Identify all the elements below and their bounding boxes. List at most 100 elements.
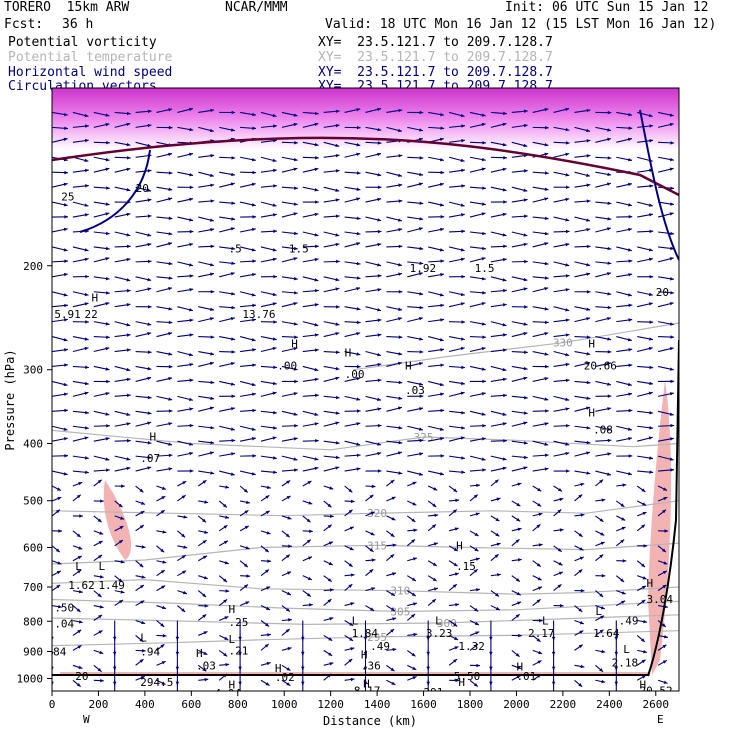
circulation-vector	[490, 573, 501, 577]
circulation-vector	[52, 336, 68, 342]
circulation-vector	[595, 407, 612, 412]
circulation-vector	[177, 152, 194, 158]
circulation-vector	[93, 257, 110, 263]
circulation-vector	[219, 336, 236, 341]
circulation-vector	[407, 156, 424, 160]
pv-extremum-label: 1.5	[475, 262, 495, 275]
y-tick-label: 300	[23, 364, 43, 377]
circulation-vector	[72, 111, 89, 118]
circulation-vector	[595, 470, 612, 476]
circulation-vector	[469, 468, 486, 472]
circulation-vector	[198, 604, 209, 608]
circulation-vector	[281, 231, 298, 236]
circulation-vector	[407, 380, 424, 386]
circulation-vector	[449, 168, 466, 173]
circulation-vector	[448, 111, 465, 118]
circulation-vector	[302, 455, 319, 461]
circulation-vector	[72, 514, 83, 518]
circulation-vector	[72, 246, 89, 252]
theta-contour-310	[52, 578, 679, 595]
circulation-vector	[198, 440, 215, 445]
circulation-vector	[135, 376, 152, 382]
pv-contour-tropopause	[52, 136, 679, 197]
circulation-vector	[657, 212, 674, 218]
circulation-vector	[448, 583, 458, 592]
circulation-vector	[197, 515, 207, 523]
circulation-vector	[574, 569, 583, 577]
circulation-vector	[427, 575, 437, 582]
circulation-vector	[365, 484, 376, 489]
circulation-vector	[427, 680, 429, 691]
circulation-vector	[323, 617, 334, 622]
circulation-vector	[281, 141, 298, 145]
circulation-vector	[657, 257, 674, 263]
circulation-vector	[511, 365, 528, 371]
circulation-vector	[93, 212, 110, 218]
circulation-vector	[260, 510, 270, 517]
circulation-vector	[511, 664, 522, 670]
circulation-vector	[448, 485, 458, 493]
circulation-vector	[657, 347, 674, 353]
circulation-vector	[114, 438, 131, 443]
circulation-vector	[532, 635, 541, 643]
circulation-vector	[72, 138, 89, 143]
circulation-vector	[156, 530, 167, 534]
circulation-vector	[657, 455, 674, 461]
circulation-vector	[553, 528, 564, 532]
circulation-vector	[281, 618, 292, 622]
circulation-vector	[135, 440, 152, 445]
circulation-vector	[218, 599, 228, 606]
circulation-vector	[532, 306, 549, 311]
circulation-vector	[574, 126, 591, 133]
circulation-vector	[219, 216, 236, 221]
circulation-vector	[574, 350, 591, 356]
circulation-vector	[156, 453, 173, 458]
circulation-vector	[177, 423, 194, 428]
x-tick-label: 800	[228, 698, 248, 711]
circulation-vector	[302, 122, 319, 128]
circulation-vector	[365, 197, 382, 203]
circulation-vector	[135, 123, 152, 128]
circulation-vector	[469, 605, 479, 612]
pv-extremum-label: 5.50	[454, 670, 481, 683]
circulation-vector	[595, 590, 604, 598]
circulation-vector	[574, 335, 591, 339]
circulation-vector	[52, 545, 61, 553]
circulation-vector	[553, 261, 570, 267]
circulation-vector	[72, 184, 89, 188]
circulation-vector	[595, 272, 612, 278]
circulation-vector	[553, 440, 570, 446]
circulation-vector	[595, 110, 612, 115]
circulation-vector	[281, 468, 298, 472]
circulation-vector	[469, 410, 486, 416]
circulation-vector	[302, 603, 313, 607]
circulation-vector	[156, 125, 173, 130]
circulation-vector	[198, 199, 215, 203]
circulation-vector	[52, 392, 68, 397]
pv-extremum-label: 1.64	[593, 627, 620, 640]
circulation-vector	[616, 408, 633, 413]
circulation-vector	[156, 216, 173, 220]
circulation-vector	[658, 468, 675, 472]
circulation-vector	[386, 679, 396, 686]
circulation-vector	[197, 479, 207, 487]
circulation-vector	[407, 171, 424, 177]
circulation-vector	[449, 425, 466, 430]
circulation-vector	[240, 170, 257, 175]
circulation-vector	[511, 214, 528, 218]
circulation-vector	[553, 242, 570, 248]
circulation-vector	[114, 321, 131, 327]
circulation-vector	[449, 455, 466, 460]
circulation-vector	[428, 363, 445, 368]
pv-extremum-label: .02	[275, 671, 295, 684]
circulation-vector	[532, 332, 549, 338]
circulation-vector	[281, 167, 298, 173]
x-tick-label: 200	[89, 698, 109, 711]
circulation-vector	[490, 497, 501, 502]
circulation-vector	[553, 333, 570, 338]
circulation-vector	[490, 393, 507, 398]
circulation-vector	[135, 600, 145, 607]
circulation-vector	[657, 167, 674, 173]
legend-wind-xy: XY= 23.5.121.7 to 209.7.128.7	[318, 65, 553, 80]
circulation-vector	[511, 395, 528, 400]
